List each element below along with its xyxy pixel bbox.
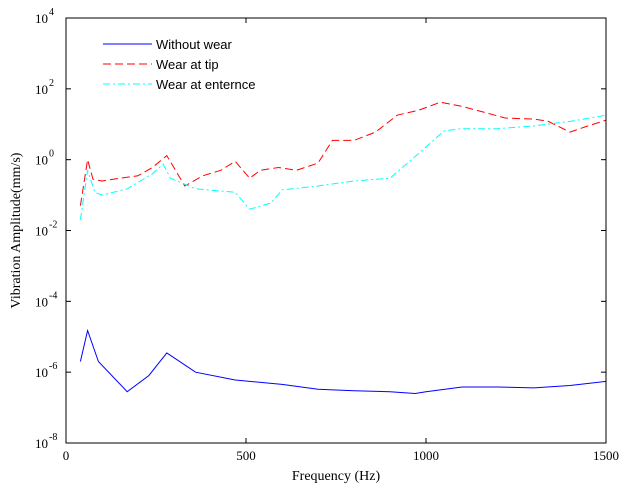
series-line-2 (79, 101, 607, 206)
y-axis-label: Vibration Amplitude(mm/s) (9, 152, 24, 308)
axes-frame (65, 17, 607, 444)
x-axis-label: Frequency (Hz) (292, 469, 381, 484)
y-tick-exponent: 0 (49, 149, 54, 160)
legend: Without wear Wear at tip Wear at enternce (103, 37, 255, 92)
x-tick-label: 1000 (413, 448, 439, 463)
series-line-3 (79, 114, 607, 220)
y-tick-label: 10 (35, 294, 48, 309)
y-tick-exponent: -8 (49, 432, 57, 443)
x-axis: 0 500 1000 1500 (63, 18, 619, 463)
x-tick-label: 0 (63, 448, 70, 463)
y-tick-exponent: -4 (49, 290, 57, 301)
series-line-1 (79, 328, 607, 395)
legend-label: Wear at tip (156, 57, 219, 72)
y-tick-exponent: 4 (49, 7, 54, 18)
y-tick-base: 10 (35, 82, 48, 97)
y-tick-label: 10 (35, 153, 48, 168)
y-tick-label: 10 (35, 365, 48, 380)
y-tick-base: 10 (35, 365, 48, 380)
y-tick-label: 10 (35, 436, 48, 451)
x-tick-label: 500 (236, 448, 256, 463)
y-tick-base: 10 (35, 294, 48, 309)
y-tick-base: 10 (35, 153, 48, 168)
y-tick-base: 10 (35, 224, 48, 239)
y-tick-exponent: 2 (49, 78, 54, 89)
x-tick-label: 1500 (593, 448, 619, 463)
y-tick-base: 10 (35, 11, 48, 26)
legend-label: Wear at enternce (156, 77, 255, 92)
y-tick-base: 10 (35, 436, 48, 451)
y-tick-label: 10 (35, 82, 48, 97)
y-tick-label: 10 (35, 11, 48, 26)
legend-label: Without wear (156, 37, 233, 52)
y-tick-label: 10 (35, 224, 48, 239)
y-tick-exponent: -6 (49, 361, 57, 372)
plot-area (79, 101, 607, 395)
y-tick-exponent: -2 (49, 220, 57, 231)
